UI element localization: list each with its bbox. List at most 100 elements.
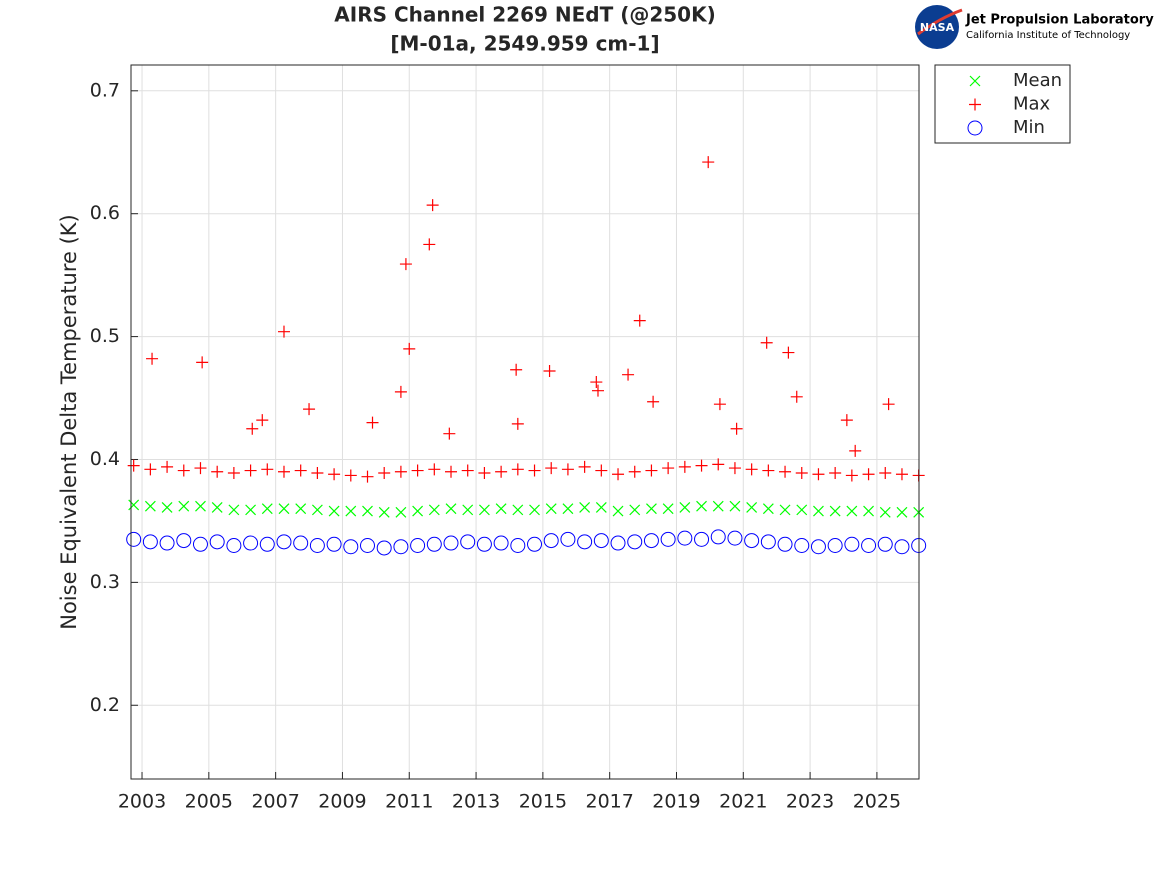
data-point [393,539,409,555]
data-point [159,535,175,551]
data-point [795,467,808,479]
logo-swoosh [917,8,963,36]
data-point [728,462,741,475]
data-point [243,535,259,551]
data-point [746,501,758,513]
data-point [256,414,269,427]
data-point [590,376,603,389]
data-point [745,463,758,476]
data-point [411,464,424,477]
data-point [259,536,275,552]
data-point [794,538,810,554]
data-point [178,500,190,512]
data-point [246,422,259,435]
logo-institute: California Institute of Technology [966,30,1130,41]
plot-marks [126,156,927,556]
data-point [309,538,325,554]
data-point [226,538,242,554]
data-point [712,500,724,512]
data-point [294,464,307,477]
data-point [610,535,626,551]
data-point [527,536,543,552]
data-point [579,501,591,513]
data-point [343,539,359,555]
data-point [127,459,140,472]
data-point [345,505,357,517]
data-point [760,336,773,349]
data-point [126,531,142,547]
data-point [702,156,715,169]
data-point [443,535,459,551]
data-point [293,535,309,551]
data-point [328,468,341,481]
data-point [478,504,490,516]
data-point [445,465,458,478]
data-point [423,238,436,251]
y-tick-label: 0.3 [90,571,120,593]
data-point [161,501,173,513]
data-point [727,530,743,546]
data-point [628,465,641,478]
data-point [810,539,826,555]
data-point [677,530,693,546]
axes-box [130,64,920,780]
data-point [543,365,556,377]
data-point [144,500,156,512]
data-point [813,505,824,517]
data-point [877,536,893,552]
data-point [790,390,803,403]
data-point [493,535,509,551]
data-point [593,533,609,549]
data-point [344,469,357,482]
data-point [495,465,508,478]
data-point [528,464,541,477]
data-point [827,538,843,554]
data-point [192,536,208,552]
y-tick-label: 0.4 [90,448,120,470]
data-point [142,534,158,550]
logo-badge-text: NASA [920,21,955,34]
data-point [646,503,657,515]
logo: NASA Jet Propulsion Laboratory Californi… [915,5,1154,49]
data-point [612,468,625,481]
data-point [812,468,825,481]
chart-subtitle: [M-01a, 2549.959 cm-1] [390,32,659,56]
y-axis-label: Noise Equivalent Delta Temperature (K) [57,214,81,630]
data-point [762,503,774,515]
data-point [896,506,908,518]
data-point [161,460,174,473]
legend-label: Mean [1013,70,1062,91]
x-tick-label: 2019 [652,791,700,813]
x-tick-label: 2003 [118,791,166,813]
data-point [376,540,392,556]
data-point [591,384,604,397]
data-point [643,533,659,549]
data-point [295,503,307,515]
legend-box [934,64,1071,144]
logo-org: Jet Propulsion Laboratory [965,13,1154,28]
data-point [895,468,908,481]
data-point [595,464,608,477]
data-point [144,463,157,476]
x-tick-label: 2025 [853,791,901,813]
legend-label: Min [1013,117,1045,138]
data-point [478,467,491,479]
data-point [196,356,209,369]
data-point [577,534,593,550]
data-point [779,504,791,516]
data-point [326,536,342,552]
data-point [622,368,635,381]
data-point [395,506,407,518]
data-point [277,465,290,478]
data-point [695,459,708,472]
data-point [777,536,793,552]
data-point [378,467,391,479]
x-tick-label: 2023 [786,791,834,813]
data-point [366,416,379,429]
data-point [261,463,274,476]
data-point [894,539,910,555]
data-point [829,505,841,517]
data-point [428,504,440,516]
